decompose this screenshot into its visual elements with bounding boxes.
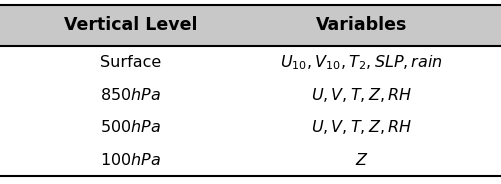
Text: $U, V, T, Z, RH$: $U, V, T, Z, RH$ [310,86,411,104]
Text: Vertical Level: Vertical Level [64,17,197,35]
Text: $U_{10}, V_{10}, T_2, SLP, rain$: $U_{10}, V_{10}, T_2, SLP, rain$ [280,53,442,72]
Text: Surface: Surface [100,55,161,70]
Text: $500hPa$: $500hPa$ [100,119,161,135]
Text: Variables: Variables [315,17,406,35]
Text: $100hPa$: $100hPa$ [100,152,161,168]
Bar [0,5,501,46]
Text: $850hPa$: $850hPa$ [100,87,161,103]
Text: $Z$: $Z$ [354,152,368,168]
Text: $U, V, T, Z, RH$: $U, V, T, Z, RH$ [310,118,411,136]
